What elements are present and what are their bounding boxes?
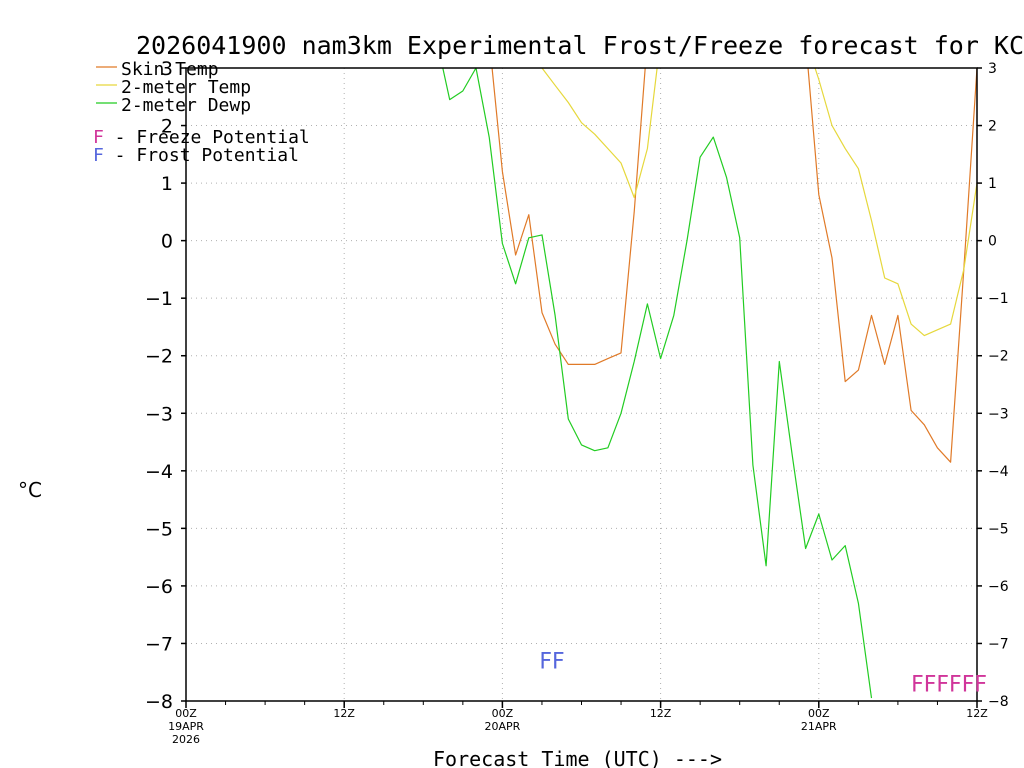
legend-potential-text: - Frost Potential <box>104 145 299 166</box>
y-tick-label: −7 <box>145 633 173 655</box>
legend-potential-letter: F <box>93 145 104 166</box>
legend-potential-letter: F <box>93 127 104 148</box>
y-tick-label-right: 1 <box>988 176 997 192</box>
y-tick-label: −4 <box>145 461 173 483</box>
y-tick-label: −3 <box>145 403 173 425</box>
legend-label: Skin Temp <box>121 59 219 80</box>
legend-potential-entry: F - Freeze Potential <box>93 127 310 148</box>
x-tick-label: 00Z <box>492 707 514 720</box>
legend-potential-entry: F - Frost Potential <box>93 145 299 166</box>
legend-label: 2-meter Dewp <box>121 95 251 116</box>
chart-title: 2026041900 nam3km Experimental Frost/Fre… <box>136 31 1024 60</box>
y-tick-label: −8 <box>145 691 173 713</box>
x-tick-label: 19APR <box>168 720 204 733</box>
axes: 3 3 2 2 1 1 0 0 −1 −1 −2 −2 −3 −3 −4 −4 −5 −5 −6 −6 −7 −7 −8 −8… <box>145 58 1009 746</box>
series-group <box>442 68 977 699</box>
x-tick-label: 2026 <box>172 733 200 746</box>
y-tick-label-right: −3 <box>988 406 1009 422</box>
grid <box>186 68 977 701</box>
y-tick-label: −5 <box>145 518 173 540</box>
x-axis-label: Forecast Time (UTC) ---> <box>433 747 722 768</box>
series-line-skin-temp <box>491 68 977 463</box>
y-tick-label-right: −6 <box>988 579 1009 595</box>
y-tick-label: 2 <box>161 116 173 138</box>
x-tick-label: 21APR <box>801 720 837 733</box>
y-tick-label-right: −8 <box>988 694 1009 710</box>
y-tick-label-right: −1 <box>988 291 1009 307</box>
legend-potential-text: - Freeze Potential <box>104 127 310 148</box>
y-tick-label-right: −7 <box>988 636 1009 652</box>
y-axis-label: °C <box>18 478 42 502</box>
potential-marker: FFFFFF <box>911 673 987 698</box>
y-tick-label: −2 <box>145 346 173 368</box>
x-tick-label: 12Z <box>966 707 988 720</box>
x-tick-label: 00Z <box>175 707 197 720</box>
y-tick-label: 3 <box>161 58 173 80</box>
x-tick-label: 20APR <box>484 720 520 733</box>
y-tick-label: −6 <box>145 576 173 598</box>
legend-label: 2-meter Temp <box>121 77 251 98</box>
x-tick-label: 12Z <box>650 707 672 720</box>
series-line-2-meter-dewp <box>442 68 873 699</box>
x-tick-label: 00Z <box>808 707 830 720</box>
y-tick-label: −1 <box>145 288 173 310</box>
y-tick-label-right: −4 <box>988 464 1009 480</box>
series-line-2-meter-temp <box>541 68 977 337</box>
x-tick-label: 12Z <box>333 707 355 720</box>
y-tick-label-right: −2 <box>988 349 1009 365</box>
y-tick-label: 1 <box>161 173 173 195</box>
y-tick-label-right: 2 <box>988 119 997 135</box>
y-tick-label-right: 0 <box>988 234 997 250</box>
y-tick-label-right: 3 <box>988 61 997 77</box>
potential-marker: FF <box>539 650 564 675</box>
y-tick-label: 0 <box>161 231 173 253</box>
y-tick-label-right: −5 <box>988 521 1009 537</box>
